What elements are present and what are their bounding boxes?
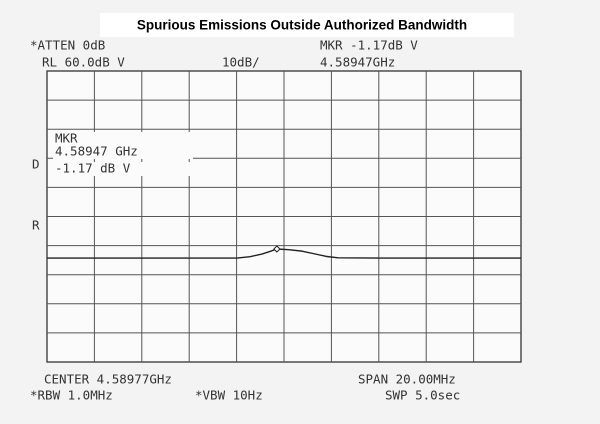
chart-title: Spurious Emissions Outside Authorized Ba… [137, 18, 467, 33]
annotation: MKR [55, 131, 78, 146]
annotation: -1.17 dB V [55, 161, 131, 176]
title-box [100, 13, 514, 37]
annotation: 4.58947 GHz [55, 144, 138, 159]
annotation: *RBW 1.0MHz [30, 388, 113, 403]
marker [273, 245, 281, 253]
annotation: RL 60.0dB V [42, 55, 125, 70]
annotation: D [32, 157, 40, 172]
marker-readout-bg [53, 145, 193, 159]
annotation: *VBW 10Hz [195, 388, 263, 403]
marker-readout-bg [53, 132, 193, 146]
trace [47, 248, 521, 259]
annotation: 10dB/ [222, 55, 260, 70]
annotation: R [32, 218, 40, 233]
marker-readout-bg [53, 162, 193, 176]
annotation: SPAN 20.00MHz [358, 372, 456, 387]
annotation: CENTER 4.58977GHz [44, 372, 172, 387]
annotation: *ATTEN 0dB [30, 38, 105, 53]
annotation: 4.58947GHz [320, 55, 395, 70]
annotation: SWP 5.0sec [385, 388, 460, 403]
annotation: MKR -1.17dB V [320, 38, 418, 53]
